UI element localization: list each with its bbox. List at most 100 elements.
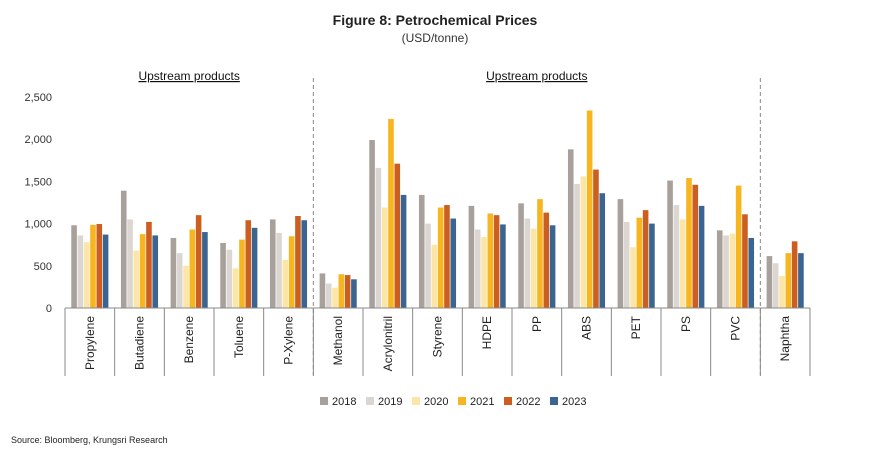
bar [375, 167, 382, 308]
bar [152, 235, 159, 308]
bar [580, 176, 587, 308]
x-tick-label: Butadiene [133, 316, 147, 370]
bar [220, 243, 226, 308]
bar [667, 180, 673, 308]
bar [599, 193, 606, 308]
x-tick-label: HDPE [480, 316, 494, 349]
bar [400, 194, 407, 308]
legend-swatch [550, 397, 558, 405]
group-labels: Upstream products Upstream products [138, 69, 587, 83]
bar [574, 183, 580, 308]
bar [437, 207, 444, 308]
x-tick-label: Methanol [331, 316, 345, 365]
bar [338, 274, 345, 308]
bar [245, 220, 252, 308]
bar [586, 110, 593, 308]
bar [623, 221, 630, 308]
bar [394, 163, 401, 308]
bar [381, 207, 388, 308]
bar [735, 185, 742, 308]
bar [301, 220, 308, 308]
legend-label: 2021 [470, 396, 494, 408]
bar [139, 234, 146, 308]
bar [642, 210, 649, 308]
bar [679, 219, 686, 308]
bar [325, 283, 332, 308]
bar [444, 205, 450, 308]
bar [90, 224, 96, 308]
y-axis: 0 500 1,000 1,500 2,000 2,500 [24, 92, 52, 315]
legend-label: 2023 [562, 396, 586, 408]
group-label: Upstream products [486, 69, 587, 83]
legend-swatch [320, 397, 328, 405]
bar [686, 178, 692, 308]
bar [176, 253, 183, 308]
group-dividers [312, 78, 761, 375]
bar [127, 219, 133, 308]
bar [146, 221, 152, 308]
x-tick-label: Naphtha [778, 316, 792, 362]
legend-label: 2018 [332, 396, 356, 408]
y-tick-label: 2,000 [24, 134, 52, 146]
bar [388, 118, 394, 308]
source-note: Source: Bloomberg, Krungsri Research [11, 435, 168, 445]
bar [282, 259, 289, 308]
y-tick-label: 1,500 [24, 176, 52, 188]
legend-swatch [458, 397, 466, 405]
bar [543, 212, 550, 308]
bar [319, 273, 326, 308]
bar [102, 234, 109, 308]
group-label: Upstream products [138, 69, 239, 83]
chart-title: Figure 8: Petrochemical Prices [332, 12, 538, 28]
y-tick-label: 500 [34, 261, 52, 273]
bar [530, 228, 537, 308]
bar [232, 268, 239, 308]
bar [269, 219, 276, 308]
bar [226, 249, 233, 308]
bar [636, 217, 643, 308]
bar [649, 223, 655, 308]
bar [518, 203, 524, 308]
bar [468, 205, 475, 308]
bar [716, 230, 723, 308]
bar [537, 199, 543, 308]
bar [170, 237, 177, 308]
bar [742, 214, 748, 308]
y-tick-label: 0 [46, 303, 52, 315]
bar [276, 232, 282, 308]
bar [96, 224, 103, 308]
x-tick-label: PS [679, 316, 693, 332]
bar [692, 184, 699, 308]
bar [779, 275, 785, 308]
legend-swatch [412, 397, 420, 405]
bar [772, 263, 779, 308]
bar [748, 237, 755, 308]
x-tick-label: Styrene [431, 316, 445, 358]
legend-label: 2022 [516, 396, 540, 408]
legend-label: 2019 [378, 396, 402, 408]
bar [133, 250, 140, 308]
bar [567, 149, 574, 308]
bar [723, 235, 729, 308]
bar [239, 239, 245, 308]
x-axis: Propylene Butadiene Benzene Toluene P-Xylene… [64, 307, 811, 376]
bar [431, 244, 438, 308]
bar [593, 169, 599, 308]
x-tick-label: P-Xylene [282, 316, 296, 365]
bar [549, 225, 556, 308]
y-tick-label: 1,000 [24, 219, 52, 231]
bar [351, 279, 357, 308]
bar [251, 227, 258, 308]
x-tick-label: PET [629, 315, 643, 339]
bar [500, 224, 506, 308]
bar [425, 223, 431, 308]
bar [617, 199, 624, 308]
bar [481, 237, 487, 308]
bar [71, 225, 77, 308]
bar [450, 218, 457, 308]
bar [698, 205, 705, 308]
x-tick-label: ABS [580, 316, 594, 340]
legend-swatch [366, 397, 374, 405]
bar [524, 218, 531, 308]
chart-subtitle: (USD/tonne) [401, 31, 469, 45]
